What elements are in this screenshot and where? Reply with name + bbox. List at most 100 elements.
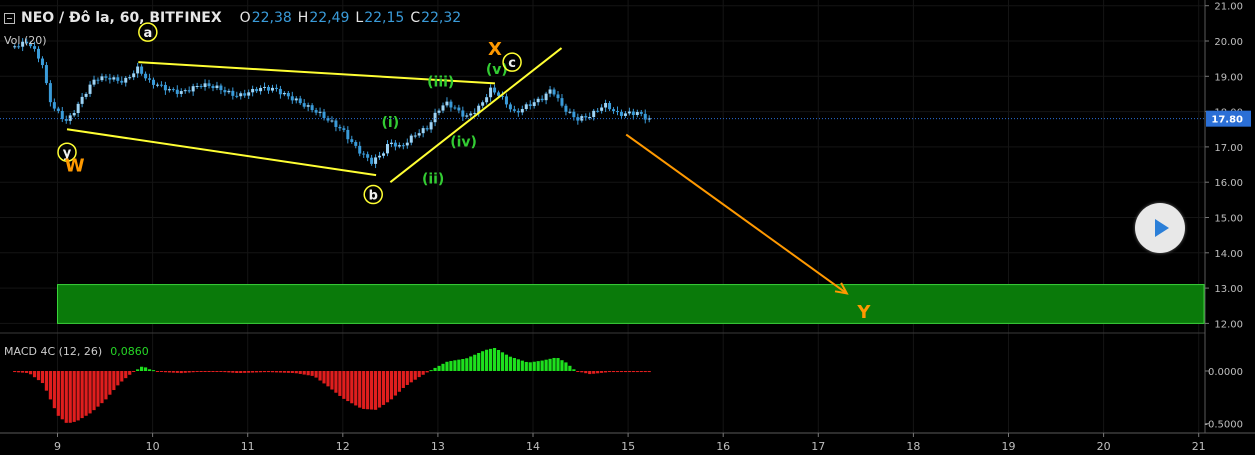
candle-body xyxy=(453,107,457,109)
candle xyxy=(56,106,60,114)
candle-body xyxy=(489,87,493,98)
candle-body xyxy=(631,111,635,115)
candle-body xyxy=(576,117,580,121)
low-label: L xyxy=(355,10,364,26)
macd-bar xyxy=(512,358,516,371)
macd-bar xyxy=(401,371,405,388)
candle xyxy=(623,110,627,118)
candle xyxy=(346,126,350,144)
macd-bar xyxy=(330,371,334,390)
candle xyxy=(389,139,393,148)
candle xyxy=(445,97,449,108)
candle-body xyxy=(286,92,290,97)
candle xyxy=(52,98,56,112)
time-tick-label: 13 xyxy=(431,440,445,453)
macd-bar xyxy=(282,371,286,373)
candle xyxy=(449,99,453,112)
macd-bar xyxy=(44,371,49,391)
macd-bar xyxy=(294,371,298,374)
candle-body xyxy=(223,90,227,93)
candle-body xyxy=(231,90,235,96)
candle-body xyxy=(560,98,564,106)
candle xyxy=(251,85,255,97)
candle xyxy=(144,71,148,81)
candle-body xyxy=(318,111,322,113)
macd-bar xyxy=(607,371,612,373)
candle xyxy=(267,85,271,94)
wave-label-text: (iv) xyxy=(450,135,477,151)
candle-body xyxy=(524,104,528,110)
candle xyxy=(326,115,330,123)
candle-body xyxy=(247,92,251,96)
macd-bar xyxy=(615,371,620,373)
candle xyxy=(524,102,528,111)
wave-label-text: (ii) xyxy=(422,172,444,188)
candle-body xyxy=(612,109,616,112)
wave-label: a xyxy=(138,22,158,42)
candle xyxy=(548,85,552,98)
wave-label-text: W xyxy=(65,155,85,176)
candle-body xyxy=(366,154,370,158)
macd-bar xyxy=(358,371,362,408)
candle xyxy=(405,138,409,149)
candle-body xyxy=(124,77,128,83)
candle-body xyxy=(350,139,354,143)
candle-body xyxy=(144,73,148,79)
macd-bar xyxy=(227,371,231,373)
candle xyxy=(13,44,17,50)
candle-body xyxy=(40,58,44,66)
candle xyxy=(596,107,600,113)
replay-button[interactable] xyxy=(1135,203,1185,253)
candle xyxy=(465,112,469,119)
volume-indicator-label[interactable]: Vol (20) xyxy=(4,34,47,47)
candle xyxy=(215,81,219,91)
candle xyxy=(243,89,247,98)
candle-body xyxy=(152,79,156,85)
macd-bar xyxy=(132,371,136,372)
candle xyxy=(219,83,223,95)
candle xyxy=(302,99,306,109)
price-tick-label: 17.00 xyxy=(1214,143,1243,154)
candle-body xyxy=(449,101,453,108)
candle xyxy=(92,75,96,87)
macd-bar xyxy=(500,352,505,371)
time-tick-label: 11 xyxy=(241,440,255,453)
candle xyxy=(171,87,175,92)
candle xyxy=(576,113,580,125)
candle-body xyxy=(334,120,338,127)
candle-body xyxy=(60,110,64,120)
candle-body xyxy=(29,43,33,47)
symbol-label[interactable]: NEO / Đô la, 60, BITFINEX xyxy=(21,10,222,26)
candle-body xyxy=(588,117,592,119)
price-tick-label: 20.00 xyxy=(1214,37,1243,48)
candle xyxy=(239,91,243,100)
wave-label: (i) xyxy=(382,115,400,131)
time-tick-label: 14 xyxy=(526,440,540,453)
high-label: H xyxy=(297,10,309,26)
wave-label: W xyxy=(65,155,85,176)
candle xyxy=(84,92,88,100)
candle-body xyxy=(191,86,195,92)
candle xyxy=(544,91,548,105)
candle-body xyxy=(564,105,568,112)
candle xyxy=(528,100,532,110)
collapse-icon[interactable] xyxy=(4,12,15,24)
candle-body xyxy=(159,84,163,86)
wave-label-text: X xyxy=(488,39,502,60)
candle-body xyxy=(457,107,461,111)
macd-bar xyxy=(191,371,195,373)
macd-bar xyxy=(298,371,302,374)
macd-bar xyxy=(477,352,481,371)
arrow-head xyxy=(834,282,849,295)
candle xyxy=(263,82,267,91)
macd-indicator-label[interactable]: MACD 4C (12, 26) 0,0860 xyxy=(4,345,149,358)
candle xyxy=(128,74,132,80)
time-tick-label: 9 xyxy=(54,440,61,453)
candle-body xyxy=(21,41,25,47)
candle xyxy=(270,84,274,93)
candle xyxy=(80,92,84,108)
macd-bar xyxy=(639,371,643,373)
candle xyxy=(354,140,358,149)
candle-body xyxy=(584,116,588,118)
